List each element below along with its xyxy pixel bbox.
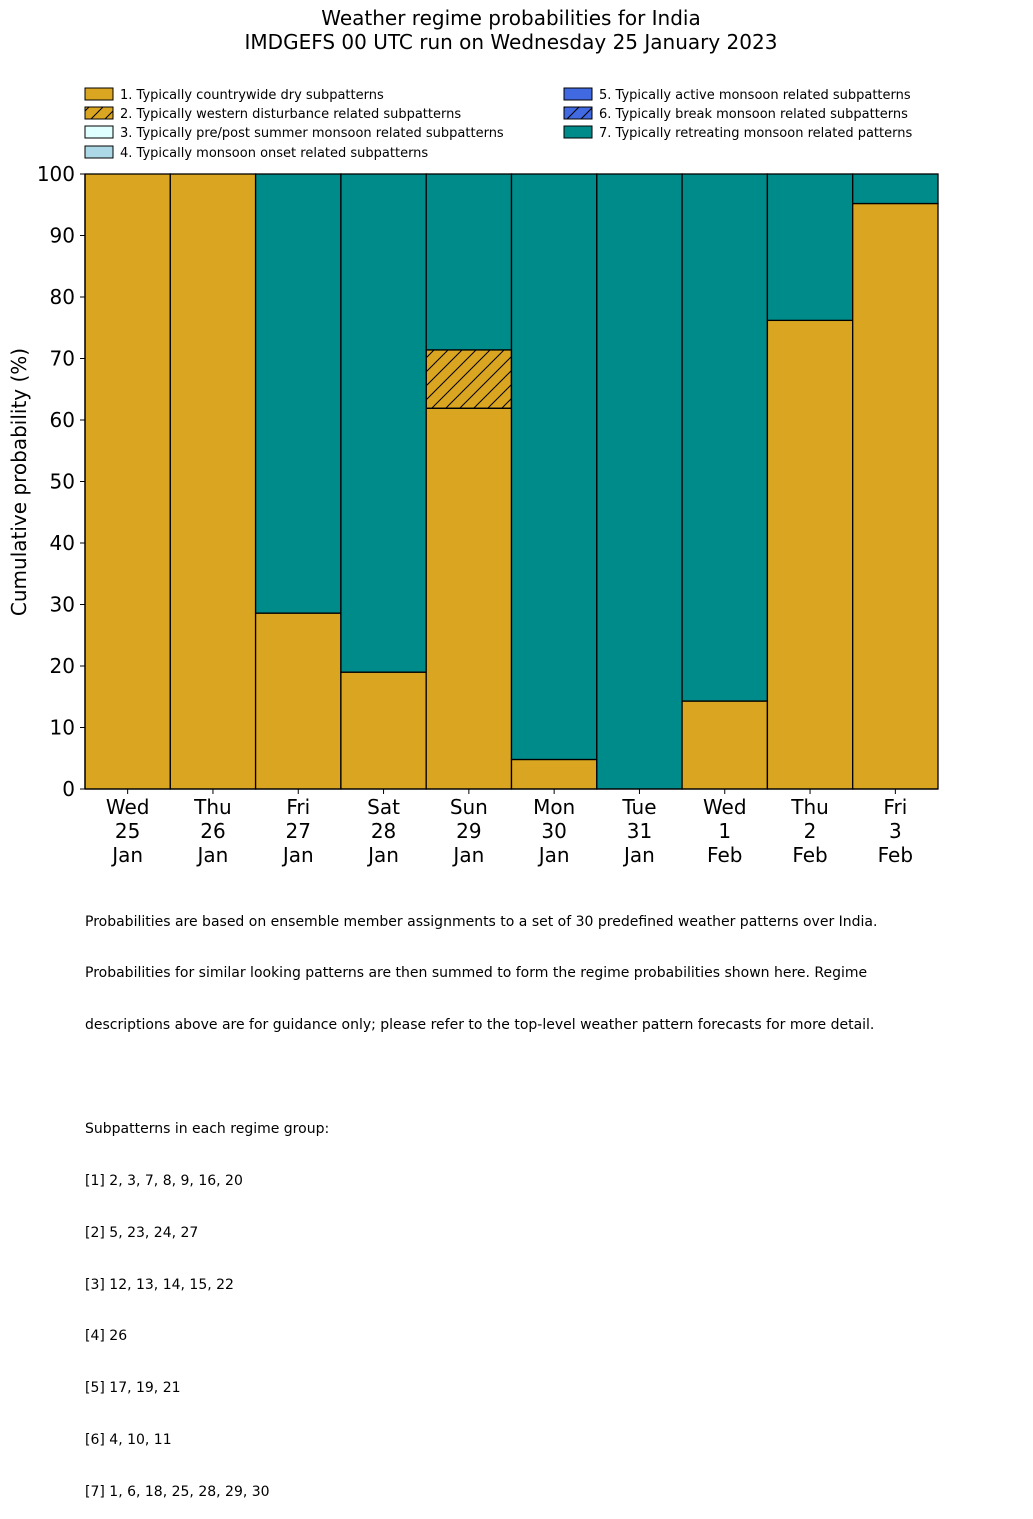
bar-dry (84, 173, 171, 790)
x-tick-label: 26 (200, 819, 225, 843)
x-tick-label: 28 (371, 819, 396, 843)
legend-label-dry: 1. Typically countrywide dry subpatterns (120, 88, 384, 103)
x-tick-label: 3 (889, 819, 902, 843)
bar-retreating (596, 173, 683, 790)
legend-swatch-active (563, 87, 593, 101)
bar-retreating (340, 173, 427, 673)
y-tick-label: 70 (50, 347, 75, 371)
legend-swatch-dry (84, 87, 114, 101)
x-tick-label: Feb (707, 843, 742, 867)
x-tick-label: Fri (286, 795, 310, 819)
bar-dry (681, 700, 769, 790)
y-tick-label: 20 (50, 654, 75, 678)
bar-dry (340, 671, 427, 790)
x-tick-label: 2 (804, 819, 817, 843)
bar-retreating (425, 173, 513, 351)
x-tick-label: 1 (718, 819, 731, 843)
bar-dry (852, 202, 939, 790)
groups-heading: Subpatterns in each regime group: (85, 1120, 330, 1137)
bar-retreating (510, 173, 598, 761)
chart-title: Weather regime probabilities for India (321, 6, 701, 30)
group-line: [4] 26 (85, 1328, 128, 1345)
footnote-line: descriptions above are for guidance only… (85, 1017, 875, 1034)
group-line: [3] 12, 13, 14, 15, 22 (85, 1276, 234, 1293)
x-tick-label: Jan (622, 843, 655, 867)
bar-retreating (766, 173, 854, 322)
footnote-line: Probabilities are based on ensemble memb… (85, 913, 878, 930)
legend-label-prepost: 3. Typically pre/post summer monsoon rel… (120, 126, 504, 141)
x-tick-label: Jan (451, 843, 484, 867)
x-tick-label: Jan (196, 843, 229, 867)
x-tick-label: 29 (456, 819, 481, 843)
x-tick-label: Tue (621, 795, 656, 819)
x-tick-label: Fri (883, 795, 907, 819)
bar-dry (766, 319, 854, 790)
group-line: [2] 5, 23, 24, 27 (85, 1224, 199, 1241)
x-tick-label: Wed (703, 795, 747, 819)
bar-dry (425, 407, 513, 790)
group-line: [5] 17, 19, 21 (85, 1380, 181, 1397)
x-tick-label: 31 (627, 819, 652, 843)
legend-label-western: 2. Typically western disturbance related… (120, 107, 461, 122)
x-tick-label: 25 (115, 819, 140, 843)
x-tick-label: Jan (537, 843, 570, 867)
footnote-line: Probabilities for similar looking patter… (85, 965, 868, 982)
x-tick-label: Sun (450, 795, 488, 819)
y-tick-label: 100 (37, 162, 75, 186)
y-tick-label: 60 (50, 408, 75, 432)
x-tick-label: Feb (878, 843, 913, 867)
x-tick-label: Jan (110, 843, 143, 867)
bar-retreating (254, 173, 342, 614)
legend-swatch-retreating (563, 125, 593, 139)
legend-swatch-hatch-western (84, 106, 114, 120)
x-tick-label: Jan (366, 843, 399, 867)
y-axis-label: Cumulative probability (%) (7, 348, 31, 616)
y-tick-label: 40 (50, 531, 75, 555)
y-tick-label: 10 (50, 716, 75, 740)
legend-swatch-onset (84, 145, 114, 159)
bar-retreating (852, 173, 939, 205)
x-tick-label: Mon (533, 795, 575, 819)
bar-retreating (681, 173, 769, 702)
x-tick-label: Feb (792, 843, 827, 867)
bar-dry (254, 612, 342, 790)
axes: 0102030405060708090100Wed25JanThu26JanFr… (37, 162, 938, 867)
y-tick-label: 90 (50, 224, 75, 248)
x-tick-label: 30 (541, 819, 566, 843)
chart: Weather regime probabilities for India I… (7, 6, 939, 867)
legend-label-onset: 4. Typically monsoon onset related subpa… (120, 146, 428, 161)
x-tick-label: Thu (790, 795, 829, 819)
bar-dry (510, 758, 598, 790)
group-line: [6] 4, 10, 11 (85, 1432, 172, 1449)
x-tick-label: Sat (367, 795, 400, 819)
x-tick-label: Jan (281, 843, 314, 867)
y-tick-label: 80 (50, 285, 75, 309)
legend-label-active: 5. Typically active monsoon related subp… (599, 88, 911, 103)
bars (84, 173, 939, 790)
bar-dry (169, 173, 257, 790)
footnote: Probabilities are based on ensemble memb… (85, 879, 1015, 1519)
legend: 1. Typically countrywide dry subpatterns… (84, 87, 912, 161)
legend-swatch-prepost (84, 125, 114, 139)
legend-label-break: 6. Typically break monsoon related subpa… (599, 107, 908, 122)
chart-subtitle: IMDGEFS 00 UTC run on Wednesday 25 Janua… (245, 30, 778, 54)
x-tick-label: Wed (106, 795, 150, 819)
x-tick-label: Thu (193, 795, 232, 819)
y-tick-label: 30 (50, 593, 75, 617)
group-line: [1] 2, 3, 7, 8, 9, 16, 20 (85, 1172, 243, 1189)
group-line: [7] 1, 6, 18, 25, 28, 29, 30 (85, 1484, 270, 1501)
x-tick-label: 27 (286, 819, 311, 843)
y-tick-label: 0 (62, 777, 75, 801)
legend-swatch-hatch-break (563, 106, 593, 120)
legend-label-retreating: 7. Typically retreating monsoon related … (599, 126, 912, 141)
bar-hatch-western (425, 349, 513, 409)
y-tick-label: 50 (50, 470, 75, 494)
